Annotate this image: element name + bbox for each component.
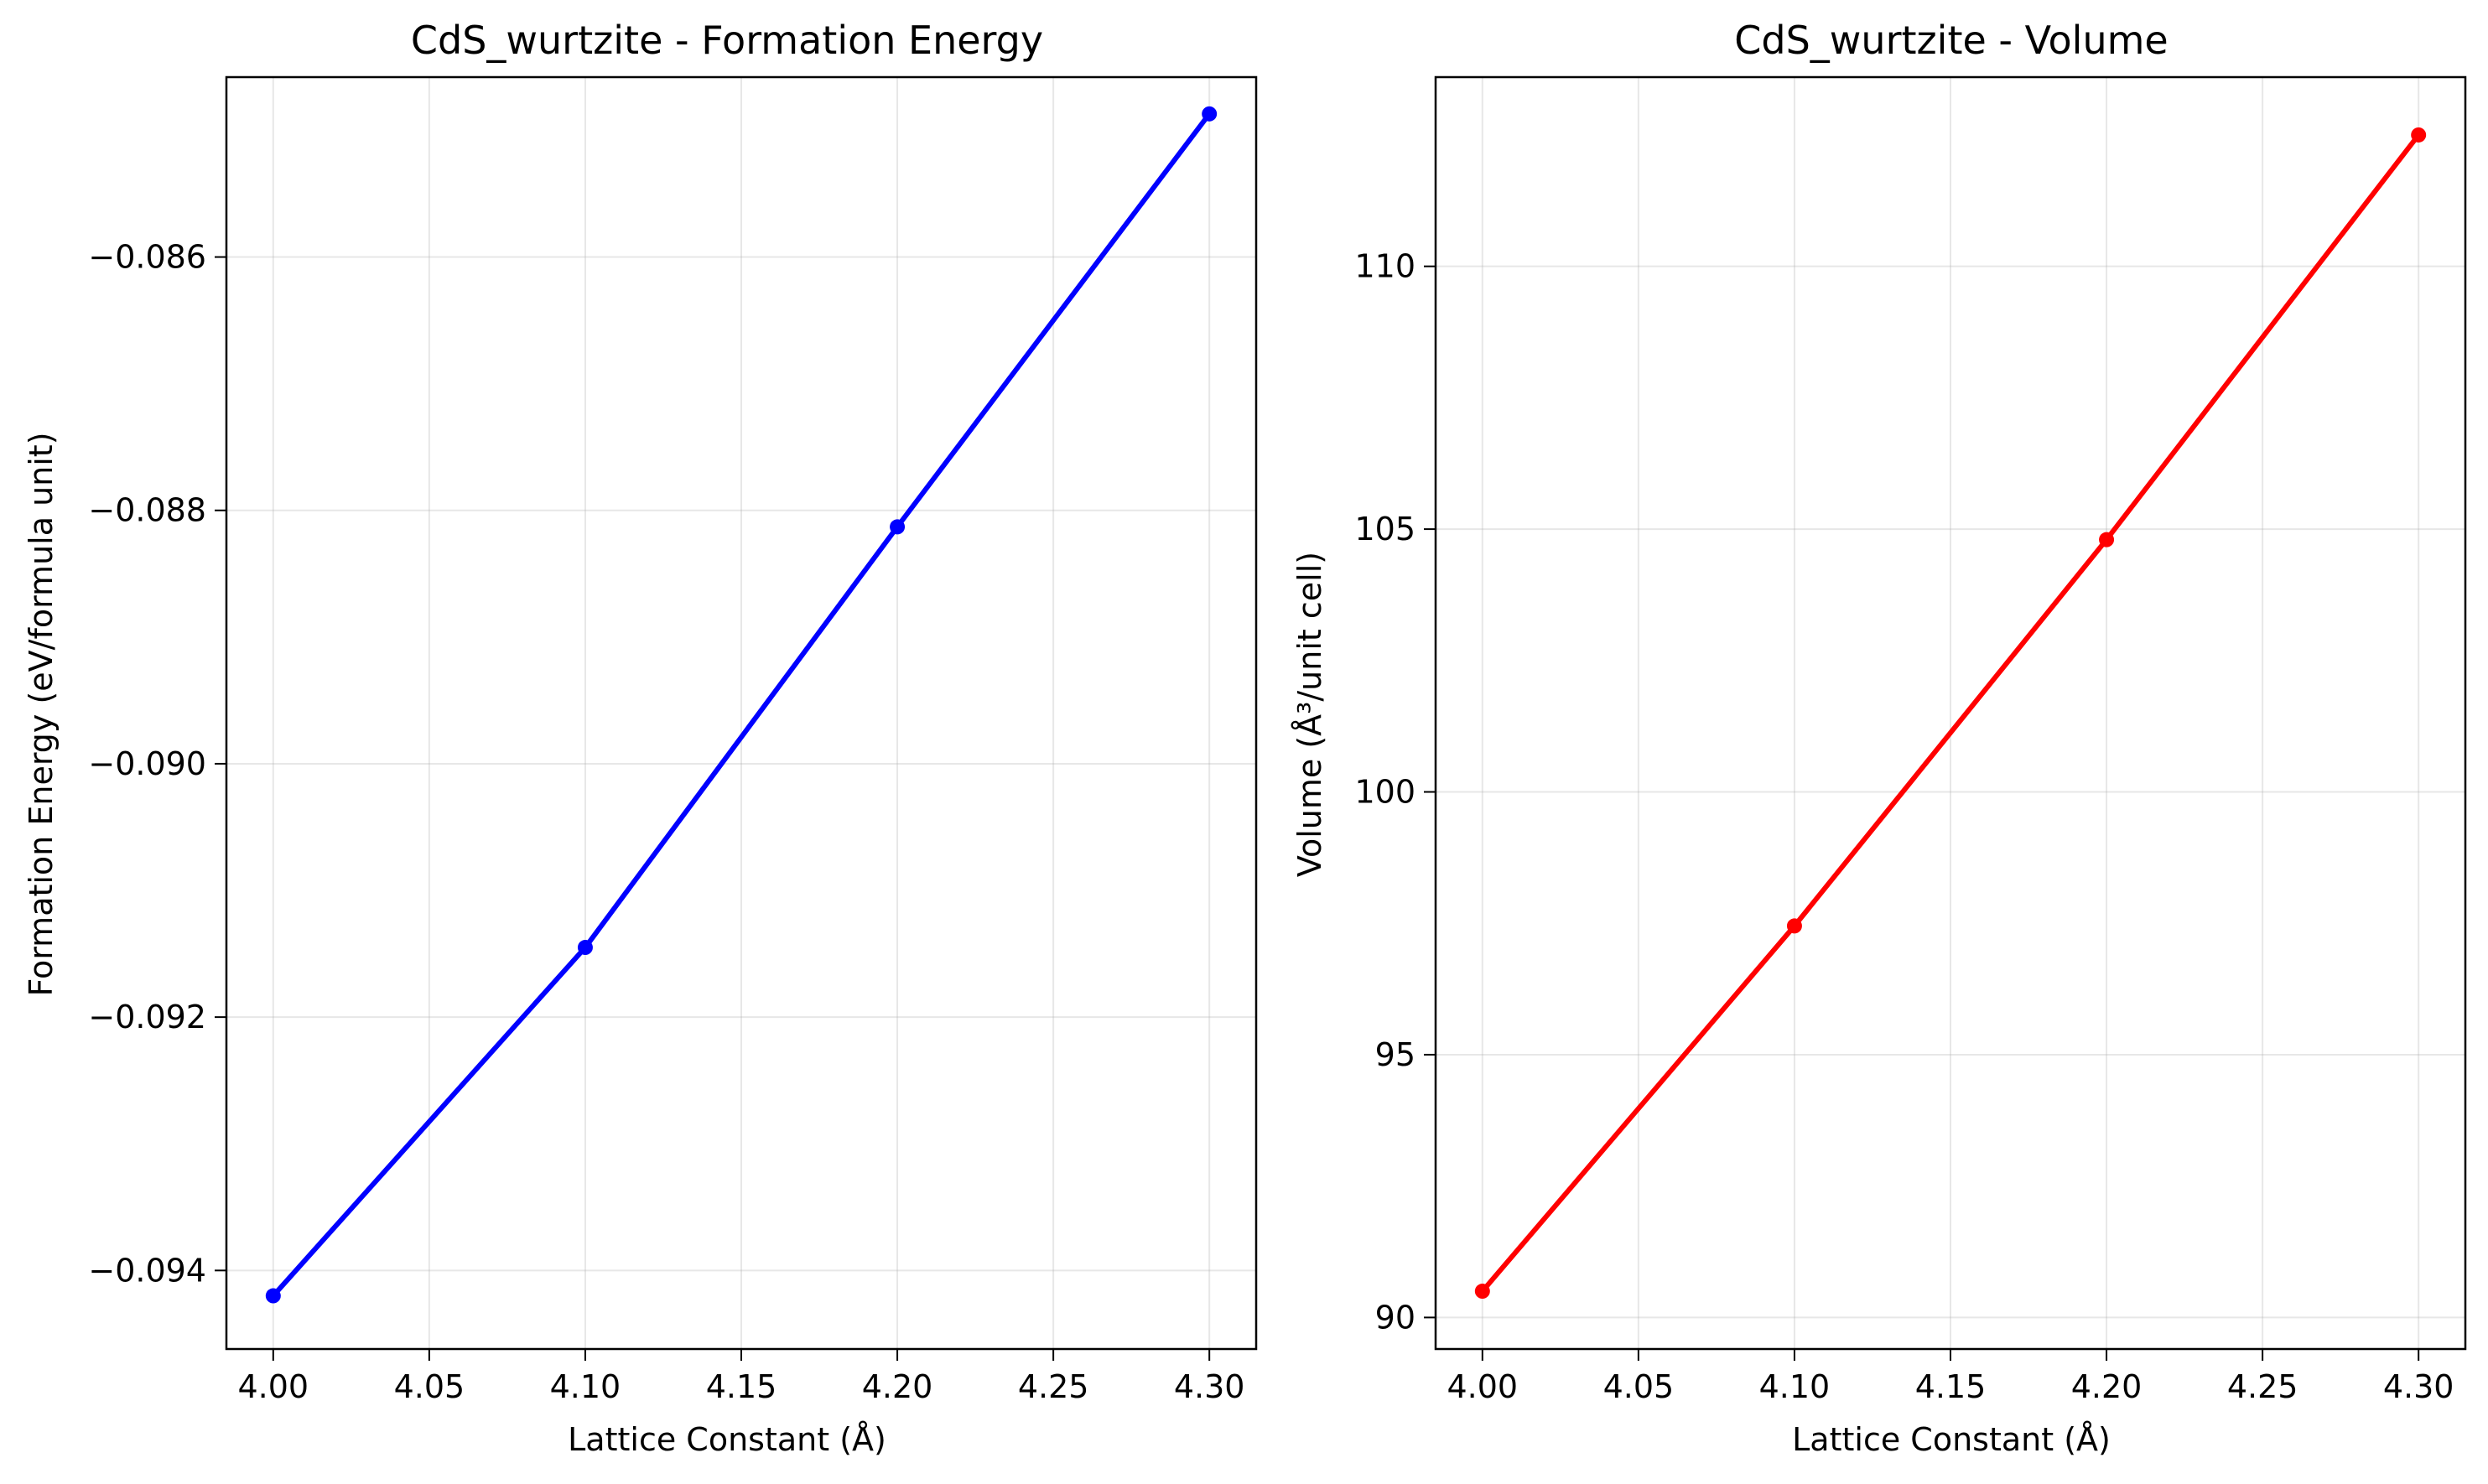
volume-y-tick-label: 95 [1375,1036,1415,1073]
volume-x-tick-label: 4.05 [1603,1368,1675,1405]
formation-energy-data-point [577,940,593,956]
formation-energy-axes-frame [225,75,1258,1351]
formation-energy-ticks: 4.00 4.05 4.10 4.15 4.20 4.25 4.30 −0.094 −0.092… [88,239,1244,1405]
formation-energy-title: CdS_wurtzite - Formation Energy [411,18,1043,63]
volume-grid [1436,77,2465,1349]
formation-energy-y-axis-label: Formation Energy (eV/formula unit) [23,432,60,996]
formation-energy-x-tick-label: 4.00 [238,1368,309,1405]
formation-energy-x-tick-label: 4.05 [394,1368,465,1405]
formation-energy-x-tick-label: 4.15 [706,1368,777,1405]
formation-energy-y-tick-label: −0.088 [88,492,206,529]
volume-x-tick-label: 4.25 [2227,1368,2298,1405]
formation-energy-y-tick-label: −0.092 [88,999,206,1035]
formation-energy-data-point [1202,106,1218,122]
volume-x-tick-label: 4.10 [1759,1368,1831,1405]
formation-energy-data-point [265,1288,281,1304]
volume-series-line [1480,133,2421,1293]
formation-energy-x-tick-label: 4.25 [1018,1368,1089,1405]
volume-data-point [2411,127,2427,143]
volume-panel: CdS_wurtzite - Volume Lattice Constant (… [1291,18,2467,1458]
volume-data-point [2099,532,2115,547]
volume-data-point [1786,918,1802,934]
volume-y-axis-label: Volume (Å³/unit cell) [1291,552,1328,877]
volume-x-tick-label: 4.15 [1915,1368,1987,1405]
formation-energy-x-tick-label: 4.30 [1174,1368,1245,1405]
volume-x-tick-label: 4.00 [1447,1368,1519,1405]
volume-y-tick-label: 110 [1354,248,1415,285]
formation-energy-panel: CdS_wurtzite - Formation Energy Lattice … [23,18,1258,1458]
formation-energy-y-tick-label: −0.094 [88,1252,206,1289]
formation-energy-x-tick-label: 4.20 [862,1368,933,1405]
volume-title: CdS_wurtzite - Volume [1734,18,2168,63]
volume-axes-frame [1434,75,2467,1351]
volume-y-tick-label: 90 [1375,1299,1415,1336]
formation-energy-x-axis-label: Lattice Constant (Å) [568,1421,886,1458]
formation-energy-x-tick-label: 4.10 [550,1368,621,1405]
volume-x-tick-label: 4.30 [2383,1368,2454,1405]
volume-x-tick-label: 4.20 [2071,1368,2143,1405]
formation-energy-y-tick-label: −0.086 [88,239,206,276]
volume-data-point [1474,1284,1490,1300]
formation-energy-y-tick-label: −0.090 [88,745,206,782]
formation-energy-series-line [271,112,1212,1298]
volume-ticks: 4.00 4.05 4.10 4.15 4.20 4.25 4.30 90 95 100 105 11… [1354,248,2454,1405]
volume-y-tick-label: 105 [1354,511,1415,547]
formation-energy-data-point [890,519,906,535]
formation-energy-grid [226,77,1256,1349]
volume-x-axis-label: Lattice Constant (Å) [1792,1421,2111,1458]
volume-y-tick-label: 100 [1354,774,1415,811]
